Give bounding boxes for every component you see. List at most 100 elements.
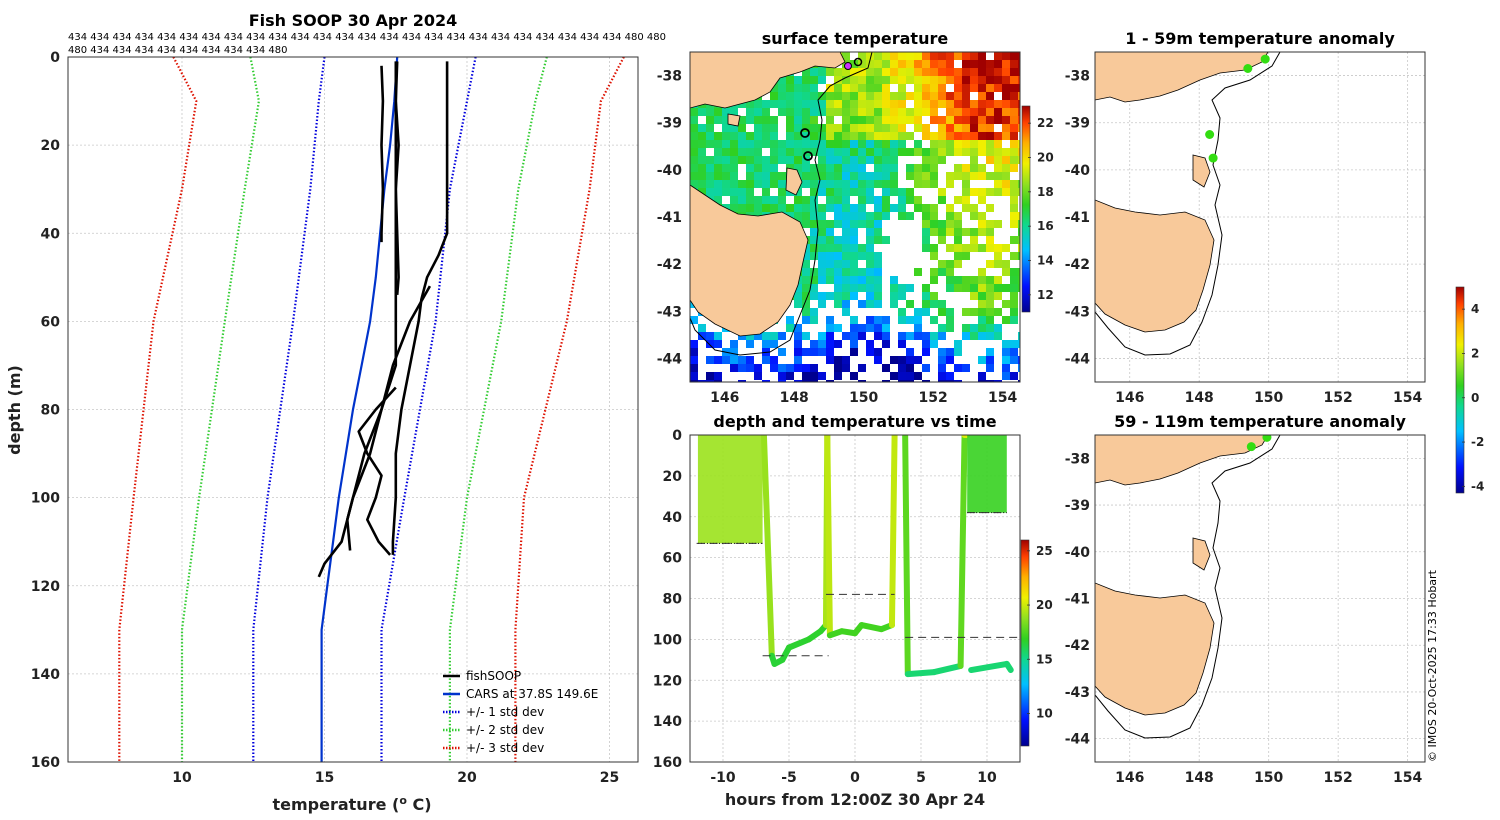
sst-cell bbox=[818, 124, 826, 132]
sst-cell bbox=[1018, 116, 1020, 124]
sst-cell bbox=[970, 172, 978, 180]
sst-cell bbox=[930, 68, 938, 76]
legend-label-std2: +/- 2 std dev bbox=[466, 723, 544, 737]
anomaly-1-59-y-tick-label: -44 bbox=[1065, 351, 1091, 367]
sst-cell bbox=[994, 148, 1002, 156]
sst-cell bbox=[842, 356, 850, 364]
fishsoop-trace bbox=[345, 285, 432, 551]
sst-cell bbox=[1010, 252, 1018, 260]
sst-cell bbox=[866, 228, 874, 236]
sst-cell bbox=[850, 100, 858, 108]
cars-climatology-line bbox=[320, 56, 399, 762]
sst-cell bbox=[690, 316, 698, 324]
anomaly-59-119-points bbox=[1246, 435, 1272, 452]
sst-cell bbox=[930, 212, 938, 220]
sst-cell bbox=[810, 316, 818, 324]
sst-cell bbox=[810, 84, 818, 92]
sst-cell bbox=[938, 60, 946, 68]
sst-cell bbox=[890, 204, 898, 212]
sst-cell bbox=[962, 204, 970, 212]
sst-cell bbox=[698, 156, 706, 164]
depth-time-trace-segment bbox=[902, 435, 911, 678]
sst-cell bbox=[1010, 276, 1018, 284]
sst-cell bbox=[786, 132, 794, 140]
sst-cell bbox=[802, 124, 810, 132]
sst-cell bbox=[898, 84, 906, 92]
sst-cell bbox=[690, 356, 698, 364]
sst-cell bbox=[986, 132, 994, 140]
sst-cell bbox=[882, 52, 890, 60]
sst-cell bbox=[690, 116, 698, 124]
sst-cell bbox=[1010, 100, 1018, 108]
profile-y-tick-label: 160 bbox=[31, 755, 60, 771]
sst-cell bbox=[866, 260, 874, 268]
sst-cell bbox=[818, 300, 826, 308]
sst-cell bbox=[778, 84, 786, 92]
sst-cell bbox=[714, 356, 722, 364]
anomaly-1-59-y-ticks: -38 -39 -40 -41 -42 -43 -44 bbox=[1065, 69, 1091, 368]
sst-y-tick-label: -40 bbox=[657, 163, 683, 179]
sst-cell bbox=[986, 356, 994, 364]
sst-cell bbox=[890, 356, 898, 364]
sst-cell bbox=[970, 188, 978, 196]
sst-cell bbox=[970, 284, 978, 292]
mainland-australia bbox=[1095, 435, 1269, 486]
sst-cell bbox=[970, 52, 978, 60]
sst-cell bbox=[850, 132, 858, 140]
sst-cell bbox=[874, 252, 882, 260]
sst-cell bbox=[802, 348, 810, 356]
sst-cell bbox=[754, 156, 762, 164]
sst-cell bbox=[858, 380, 866, 382]
sst-cell bbox=[850, 252, 858, 260]
sst-cell bbox=[962, 148, 970, 156]
sst-cell bbox=[818, 276, 826, 284]
sst-cell bbox=[858, 332, 866, 340]
sst-cell bbox=[898, 380, 906, 382]
legend-label-std1: +/- 1 std dev bbox=[466, 705, 544, 719]
sst-cell bbox=[978, 372, 986, 380]
sst-cell bbox=[738, 148, 746, 156]
anomaly-1-59-points bbox=[1205, 54, 1270, 163]
sst-cell bbox=[922, 380, 930, 382]
sst-cell bbox=[762, 140, 770, 148]
sst-cell bbox=[938, 228, 946, 236]
sst-cell bbox=[986, 220, 994, 228]
sst-cell bbox=[722, 172, 730, 180]
sst-cell bbox=[930, 332, 938, 340]
sst-cell bbox=[906, 300, 914, 308]
sst-cell bbox=[826, 108, 834, 116]
sst-cell bbox=[1010, 196, 1018, 204]
sst-cell bbox=[826, 340, 834, 348]
sst-cell bbox=[938, 156, 946, 164]
sst-cell bbox=[1010, 300, 1018, 308]
sst-cell bbox=[730, 108, 738, 116]
sst-cell bbox=[954, 68, 962, 76]
sst-cell bbox=[978, 316, 986, 324]
sst-cell bbox=[986, 60, 994, 68]
sst-cell bbox=[850, 60, 858, 68]
sst-cell bbox=[890, 116, 898, 124]
sst-cell bbox=[826, 324, 834, 332]
sst-cell bbox=[970, 76, 978, 84]
sst-cell bbox=[874, 220, 882, 228]
sst-cell bbox=[818, 164, 826, 172]
sst-cell bbox=[826, 236, 834, 244]
sst-colorbar-tick-label: 22 bbox=[1037, 116, 1054, 130]
sst-cell bbox=[706, 156, 714, 164]
depth-time-trace-segment bbox=[858, 622, 885, 633]
sst-cell bbox=[906, 52, 914, 60]
sst-cell bbox=[794, 84, 802, 92]
sst-cell bbox=[938, 68, 946, 76]
sst-cell bbox=[754, 140, 762, 148]
sst-cell bbox=[938, 148, 946, 156]
sst-cell bbox=[810, 372, 818, 380]
sst-cell bbox=[786, 316, 794, 324]
sst-cell bbox=[970, 100, 978, 108]
sst-cell bbox=[898, 308, 906, 316]
sst-cell bbox=[994, 244, 1002, 252]
sst-cell bbox=[914, 108, 922, 116]
sst-cell bbox=[746, 164, 754, 172]
sst-cell bbox=[970, 68, 978, 76]
sst-cell bbox=[890, 52, 898, 60]
sst-cell bbox=[786, 84, 794, 92]
